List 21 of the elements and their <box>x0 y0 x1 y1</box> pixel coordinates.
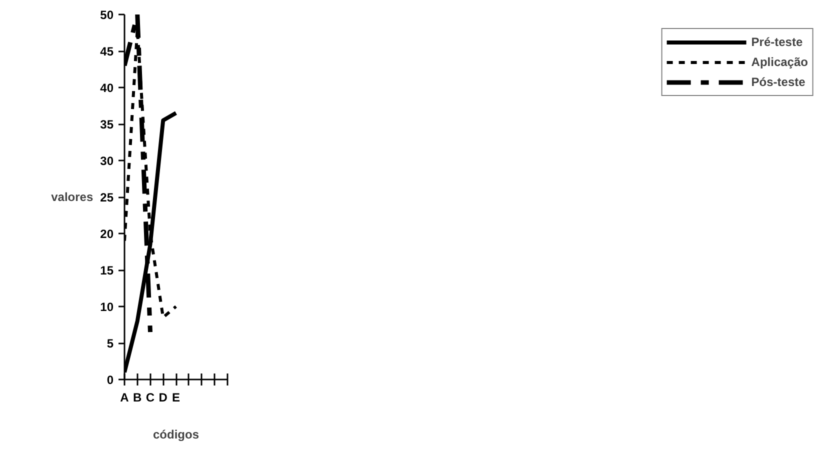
y-tick-label: 45 <box>100 44 114 58</box>
y-tick-label: 30 <box>100 154 114 168</box>
text: Pós-teste <box>751 75 806 89</box>
y-tick-label: 20 <box>100 227 114 241</box>
y-tick-label: 15 <box>100 264 114 278</box>
text: Aplicação <box>751 55 808 69</box>
x-axis-title: códigos <box>153 428 200 442</box>
y-tick-label: 0 <box>106 373 114 387</box>
x-tick-label: A <box>120 390 130 404</box>
y-tick-label: 25 <box>100 190 114 204</box>
y-tick-label: 10 <box>100 300 114 314</box>
x-tick-label: E <box>172 390 180 404</box>
text: Pré-teste <box>751 35 803 49</box>
x-tick-label: C <box>146 390 155 404</box>
y-tick-label: 35 <box>100 118 114 132</box>
x-tick-label: B <box>133 390 142 404</box>
y-tick-label: 5 <box>106 336 114 350</box>
y-tick-label: 40 <box>100 81 114 95</box>
x-tick-label: D <box>158 390 168 404</box>
y-tick-label: 50 <box>100 8 114 22</box>
y-axis-title: valores <box>51 190 94 204</box>
